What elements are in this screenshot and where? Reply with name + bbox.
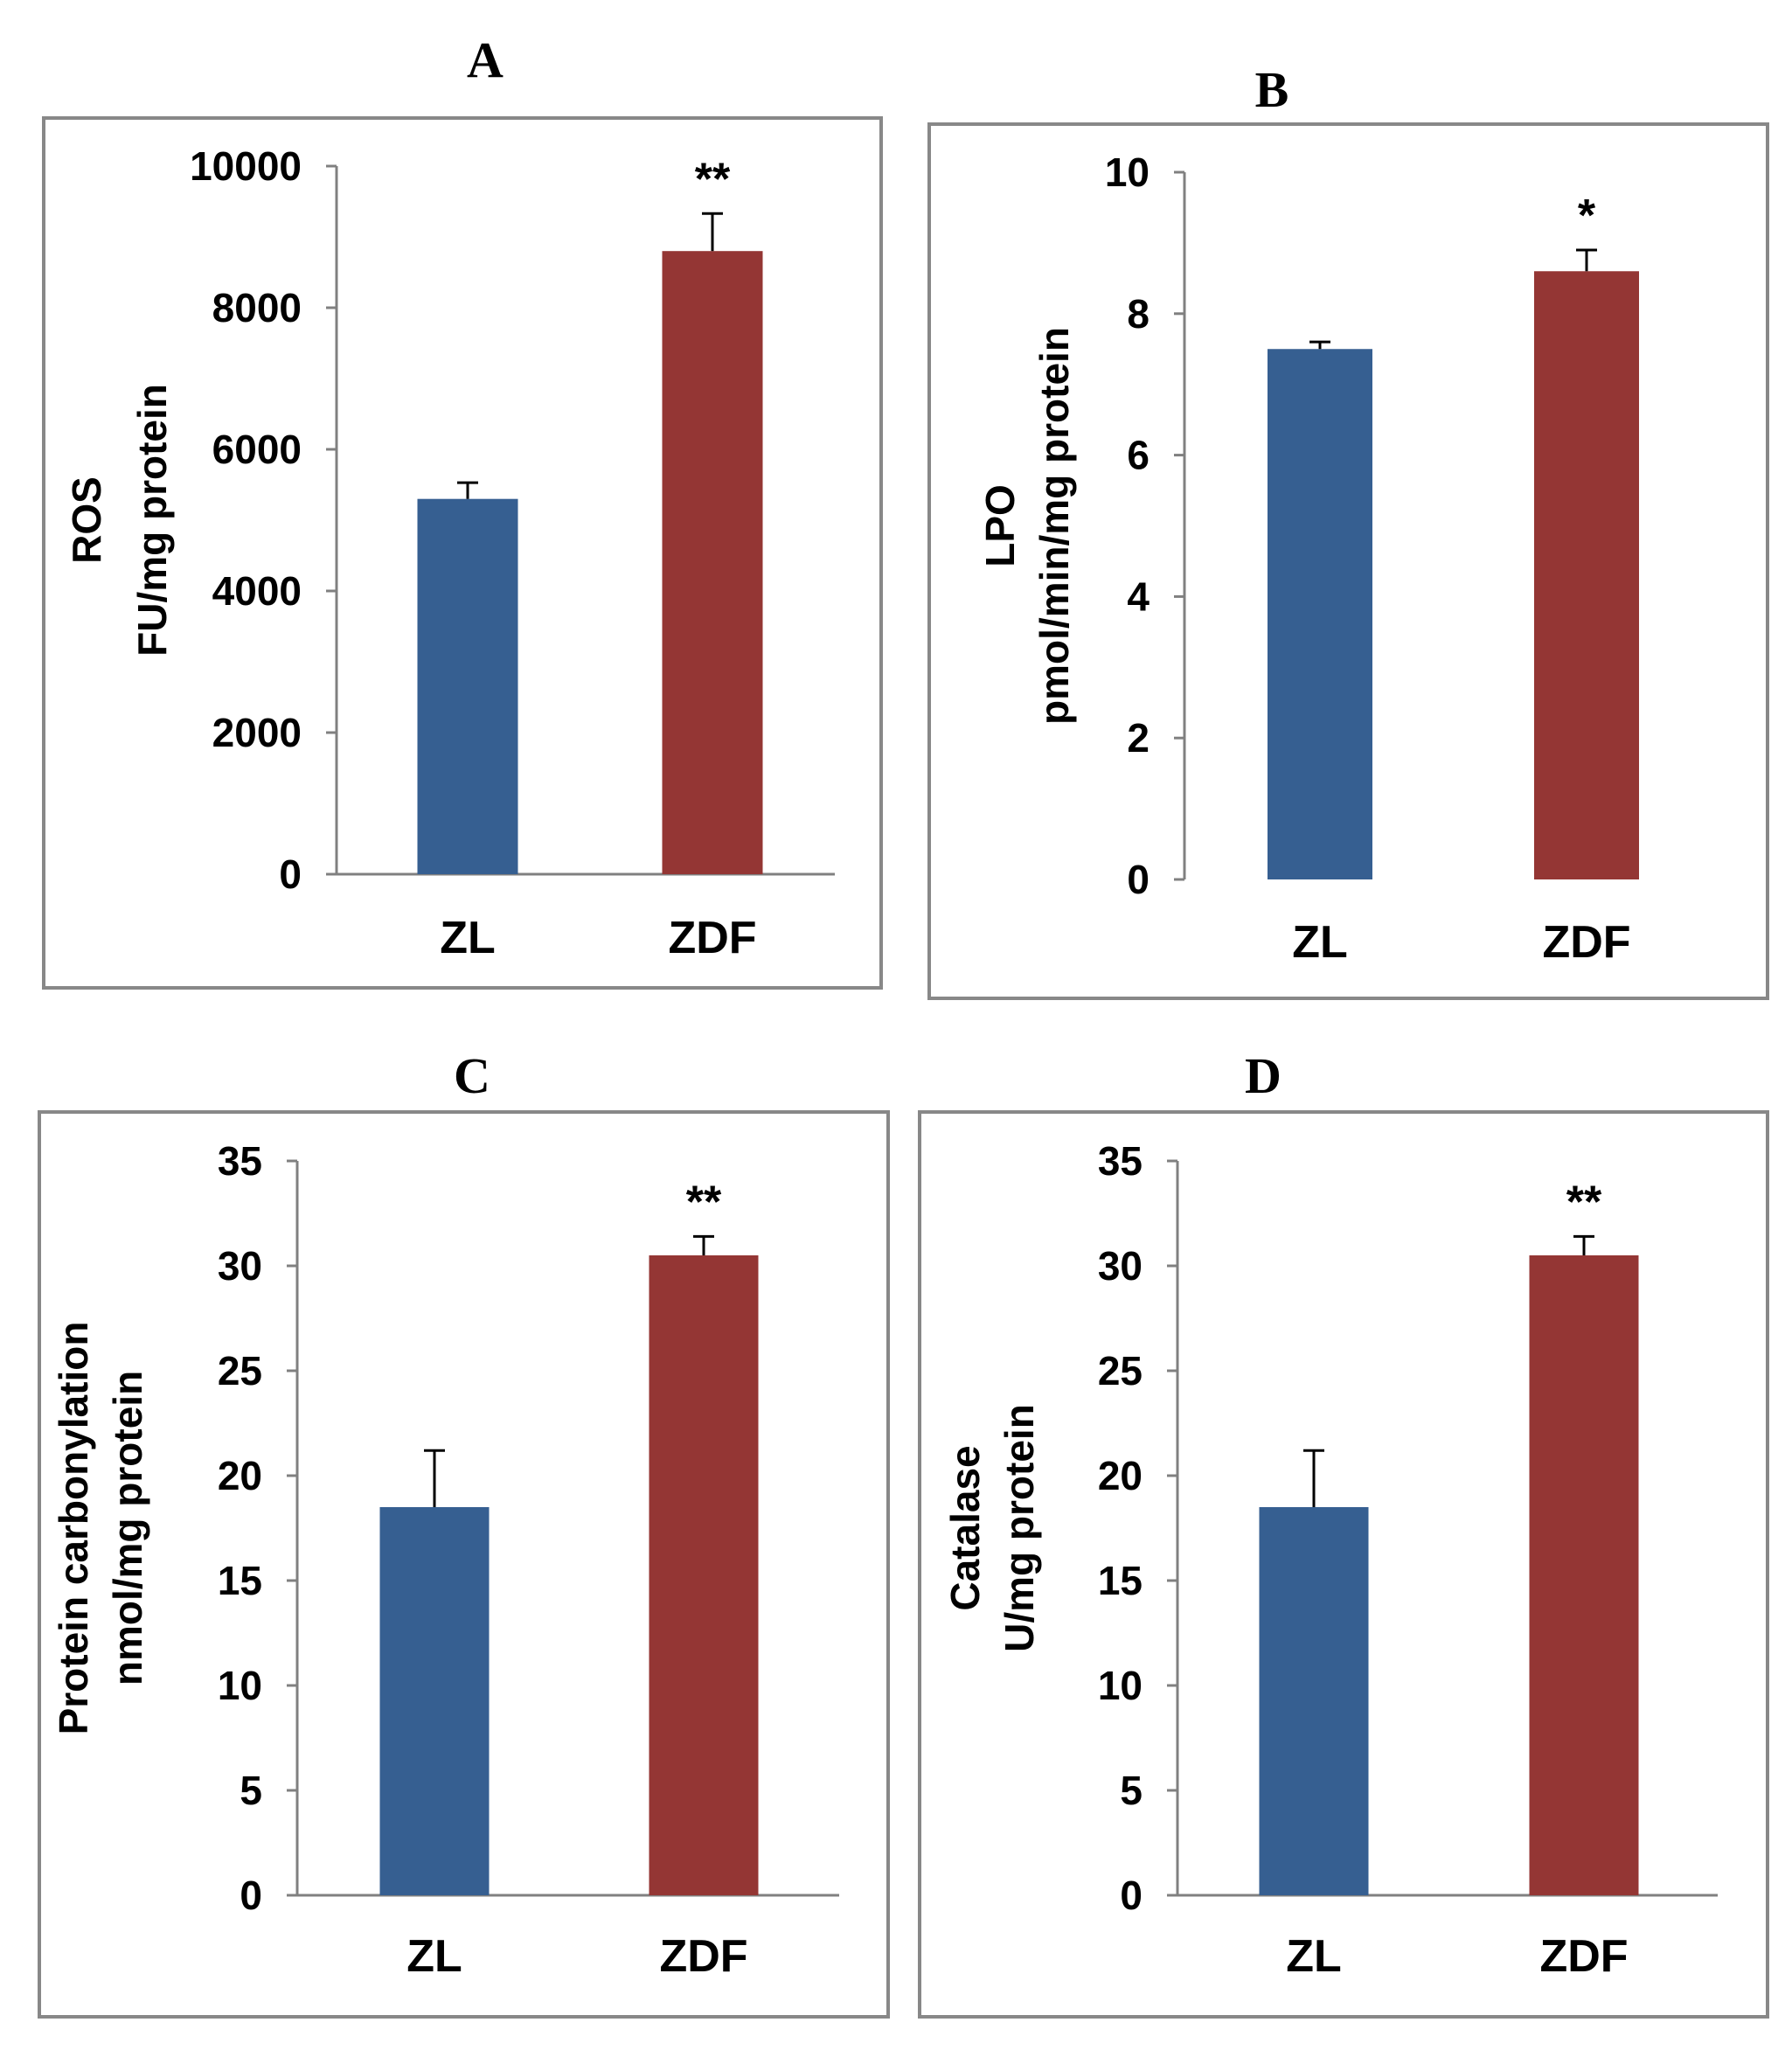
y-tick-label: 2 <box>1127 715 1150 761</box>
y-axis-label: Protein carbonylation <box>51 1322 96 1735</box>
bar-zl <box>1268 349 1372 879</box>
category-label: ZDF <box>1539 1931 1628 1982</box>
y-tick-label: 8000 <box>212 285 302 330</box>
category-label: ZL <box>406 1931 462 1982</box>
y-axis-label: nmol/mg protein <box>105 1371 150 1685</box>
category-label: ZL <box>440 913 496 963</box>
y-axis-label: U/mg protein <box>997 1404 1042 1652</box>
panel-b: B 0 2 4 6 8 10 LPO pmol/min/mg protein ZL ZDF * <box>927 61 1769 1000</box>
category-label: ZDF <box>659 1931 747 1982</box>
y-tick-label: 15 <box>218 1558 262 1603</box>
y-tick-label: 0 <box>1120 1873 1143 1918</box>
y-tick-label: 6 <box>1127 433 1150 478</box>
y-tick-label: 0 <box>1127 857 1150 902</box>
category-label: ZDF <box>668 913 756 963</box>
y-axis-label: pmol/min/mg protein <box>1031 327 1077 725</box>
y-tick-label: 25 <box>218 1348 262 1393</box>
y-tick-label: 10 <box>1098 1663 1143 1708</box>
y-axis-label: LPO <box>977 484 1023 567</box>
panel-border <box>927 122 1769 1000</box>
y-tick-label: 20 <box>1098 1453 1143 1498</box>
y-axis-label: Catalase <box>942 1445 988 1610</box>
y-tick-label: 0 <box>279 851 302 897</box>
bar-zdf <box>649 1255 759 1895</box>
y-tick-label: 25 <box>1098 1348 1143 1393</box>
panel-a: A 0 2000 4000 6000 8000 10000 ROS FU/mg protein Z… <box>42 31 883 990</box>
category-label: ZL <box>1286 1931 1342 1982</box>
y-tick-label: 10000 <box>190 143 302 189</box>
bar-zdf <box>1529 1255 1639 1895</box>
bar-zdf <box>662 251 763 874</box>
panel-d: D 0 5 10 15 20 25 30 35 Catalase U/mg protein ZL ZDF… <box>918 1047 1769 2019</box>
y-tick-label: 4 <box>1127 573 1150 619</box>
y-tick-label: 35 <box>218 1138 262 1184</box>
y-tick-label: 8 <box>1127 291 1150 337</box>
significance-marker: ** <box>695 154 731 205</box>
panel-c: C 0 5 10 15 20 25 30 35 Protein carbonylation nmol… <box>38 1047 890 2019</box>
panel-letter: B <box>1255 61 1289 118</box>
significance-marker: * <box>1578 191 1596 241</box>
y-tick-label: 4000 <box>212 568 302 614</box>
y-tick-label: 5 <box>240 1768 262 1813</box>
y-tick-label: 2000 <box>212 710 302 755</box>
panel-border <box>38 1110 890 2019</box>
y-tick-label: 6000 <box>212 427 302 472</box>
y-tick-label: 20 <box>218 1453 262 1498</box>
category-label: ZL <box>1292 917 1348 968</box>
y-tick-label: 35 <box>1098 1138 1143 1184</box>
bar-zl <box>417 498 518 874</box>
y-tick-label: 5 <box>1120 1768 1143 1813</box>
panel-letter: C <box>454 1047 490 1104</box>
bar-zl <box>1259 1507 1369 1895</box>
panel-border <box>42 116 883 990</box>
y-tick-label: 30 <box>1098 1243 1143 1289</box>
panel-letter: D <box>1245 1047 1281 1104</box>
significance-marker: ** <box>1566 1177 1602 1227</box>
y-tick-label: 30 <box>218 1243 262 1289</box>
significance-marker: ** <box>686 1177 722 1227</box>
bar-zdf <box>1534 271 1639 879</box>
panel-border <box>918 1110 1769 2019</box>
category-label: ZDF <box>1542 917 1630 968</box>
y-tick-label: 10 <box>1105 149 1150 195</box>
y-tick-label: 15 <box>1098 1558 1143 1603</box>
y-tick-label: 10 <box>218 1663 262 1708</box>
y-axis-label: ROS <box>64 476 109 564</box>
y-tick-label: 0 <box>240 1873 262 1918</box>
panel-letter: A <box>467 31 504 88</box>
y-axis-label: FU/mg protein <box>129 384 175 657</box>
bar-zl <box>379 1507 490 1895</box>
